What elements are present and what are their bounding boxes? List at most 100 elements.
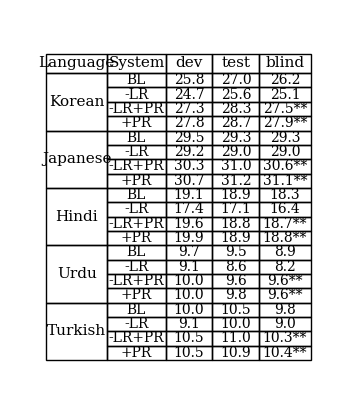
Text: -LR: -LR — [124, 202, 149, 216]
Text: 29.3: 29.3 — [221, 131, 251, 145]
Text: 18.8: 18.8 — [221, 217, 251, 231]
Bar — [107, 346, 166, 360]
Bar — [212, 173, 259, 188]
Bar — [212, 116, 259, 131]
Bar — [259, 331, 310, 346]
Bar — [107, 331, 166, 346]
Text: 10.5: 10.5 — [221, 303, 251, 317]
Bar — [212, 131, 259, 145]
Bar — [107, 173, 166, 188]
Bar — [212, 54, 259, 73]
Bar — [259, 54, 310, 73]
Text: 17.1: 17.1 — [221, 202, 251, 216]
Bar — [212, 288, 259, 303]
Text: 10.0: 10.0 — [174, 303, 204, 317]
Bar — [166, 217, 212, 231]
Bar — [259, 259, 310, 274]
Bar — [212, 87, 259, 102]
Text: BL: BL — [127, 73, 146, 87]
Bar — [166, 87, 212, 102]
Text: 25.6: 25.6 — [221, 88, 251, 102]
Text: 19.6: 19.6 — [174, 217, 204, 231]
Bar — [212, 231, 259, 245]
Bar — [212, 245, 259, 259]
Bar — [212, 317, 259, 331]
Bar — [107, 245, 166, 259]
Bar — [259, 231, 310, 245]
Text: +PR: +PR — [121, 346, 152, 360]
Bar — [259, 188, 310, 202]
Text: 9.6**: 9.6** — [267, 274, 303, 288]
Text: +PR: +PR — [121, 231, 152, 245]
Bar — [166, 346, 212, 360]
Text: 29.0: 29.0 — [270, 145, 300, 159]
Bar — [259, 245, 310, 259]
Bar — [166, 231, 212, 245]
Text: 27.3: 27.3 — [174, 102, 204, 116]
Bar — [166, 288, 212, 303]
Text: -LR+PR: -LR+PR — [109, 331, 164, 346]
Bar — [166, 131, 212, 145]
Text: 10.0: 10.0 — [174, 274, 204, 288]
Text: 26.2: 26.2 — [270, 73, 300, 87]
Text: 9.8: 9.8 — [274, 303, 296, 317]
Bar — [166, 331, 212, 346]
Bar — [107, 116, 166, 131]
Text: 30.3: 30.3 — [174, 160, 204, 173]
Text: Urdu: Urdu — [57, 267, 97, 281]
Bar — [259, 159, 310, 173]
Text: 27.0: 27.0 — [221, 73, 251, 87]
Text: 31.1**: 31.1** — [263, 174, 307, 188]
Text: 9.0: 9.0 — [274, 317, 296, 331]
Text: 18.9: 18.9 — [221, 188, 251, 202]
Text: test: test — [221, 56, 251, 71]
Text: 10.0: 10.0 — [221, 317, 251, 331]
Bar — [212, 217, 259, 231]
Text: 9.6: 9.6 — [225, 274, 247, 288]
Bar — [212, 274, 259, 288]
Bar — [212, 331, 259, 346]
Text: -LR+PR: -LR+PR — [109, 217, 164, 231]
Text: 30.6**: 30.6** — [263, 160, 307, 173]
Bar — [259, 116, 310, 131]
Text: System: System — [108, 56, 165, 71]
Text: +PR: +PR — [121, 116, 152, 130]
Text: +PR: +PR — [121, 288, 152, 302]
Bar — [46, 188, 107, 245]
Text: 27.8: 27.8 — [174, 116, 204, 130]
Bar — [107, 217, 166, 231]
Bar — [212, 102, 259, 116]
Bar — [46, 54, 107, 73]
Bar — [212, 73, 259, 87]
Text: 10.9: 10.9 — [221, 346, 251, 360]
Text: 30.7: 30.7 — [174, 174, 204, 188]
Text: dev: dev — [175, 56, 203, 71]
Bar — [46, 303, 107, 360]
Bar — [212, 159, 259, 173]
Text: 28.3: 28.3 — [221, 102, 251, 116]
Bar — [166, 73, 212, 87]
Text: 9.8: 9.8 — [225, 288, 247, 302]
Text: -LR+PR: -LR+PR — [109, 160, 164, 173]
Text: BL: BL — [127, 188, 146, 202]
Text: -LR+PR: -LR+PR — [109, 102, 164, 116]
Bar — [166, 274, 212, 288]
Bar — [107, 188, 166, 202]
Text: 25.8: 25.8 — [174, 73, 204, 87]
Text: 9.5: 9.5 — [225, 246, 247, 259]
Text: 18.7**: 18.7** — [263, 217, 307, 231]
Bar — [259, 217, 310, 231]
Bar — [107, 274, 166, 288]
Text: 31.0: 31.0 — [221, 160, 251, 173]
Bar — [259, 102, 310, 116]
Bar — [107, 159, 166, 173]
Text: 29.0: 29.0 — [221, 145, 251, 159]
Bar — [259, 303, 310, 317]
Bar — [259, 288, 310, 303]
Bar — [166, 116, 212, 131]
Text: 19.9: 19.9 — [174, 231, 204, 245]
Text: blind: blind — [266, 56, 304, 71]
Bar — [107, 102, 166, 116]
Text: 31.2: 31.2 — [221, 174, 251, 188]
Bar — [46, 131, 107, 188]
